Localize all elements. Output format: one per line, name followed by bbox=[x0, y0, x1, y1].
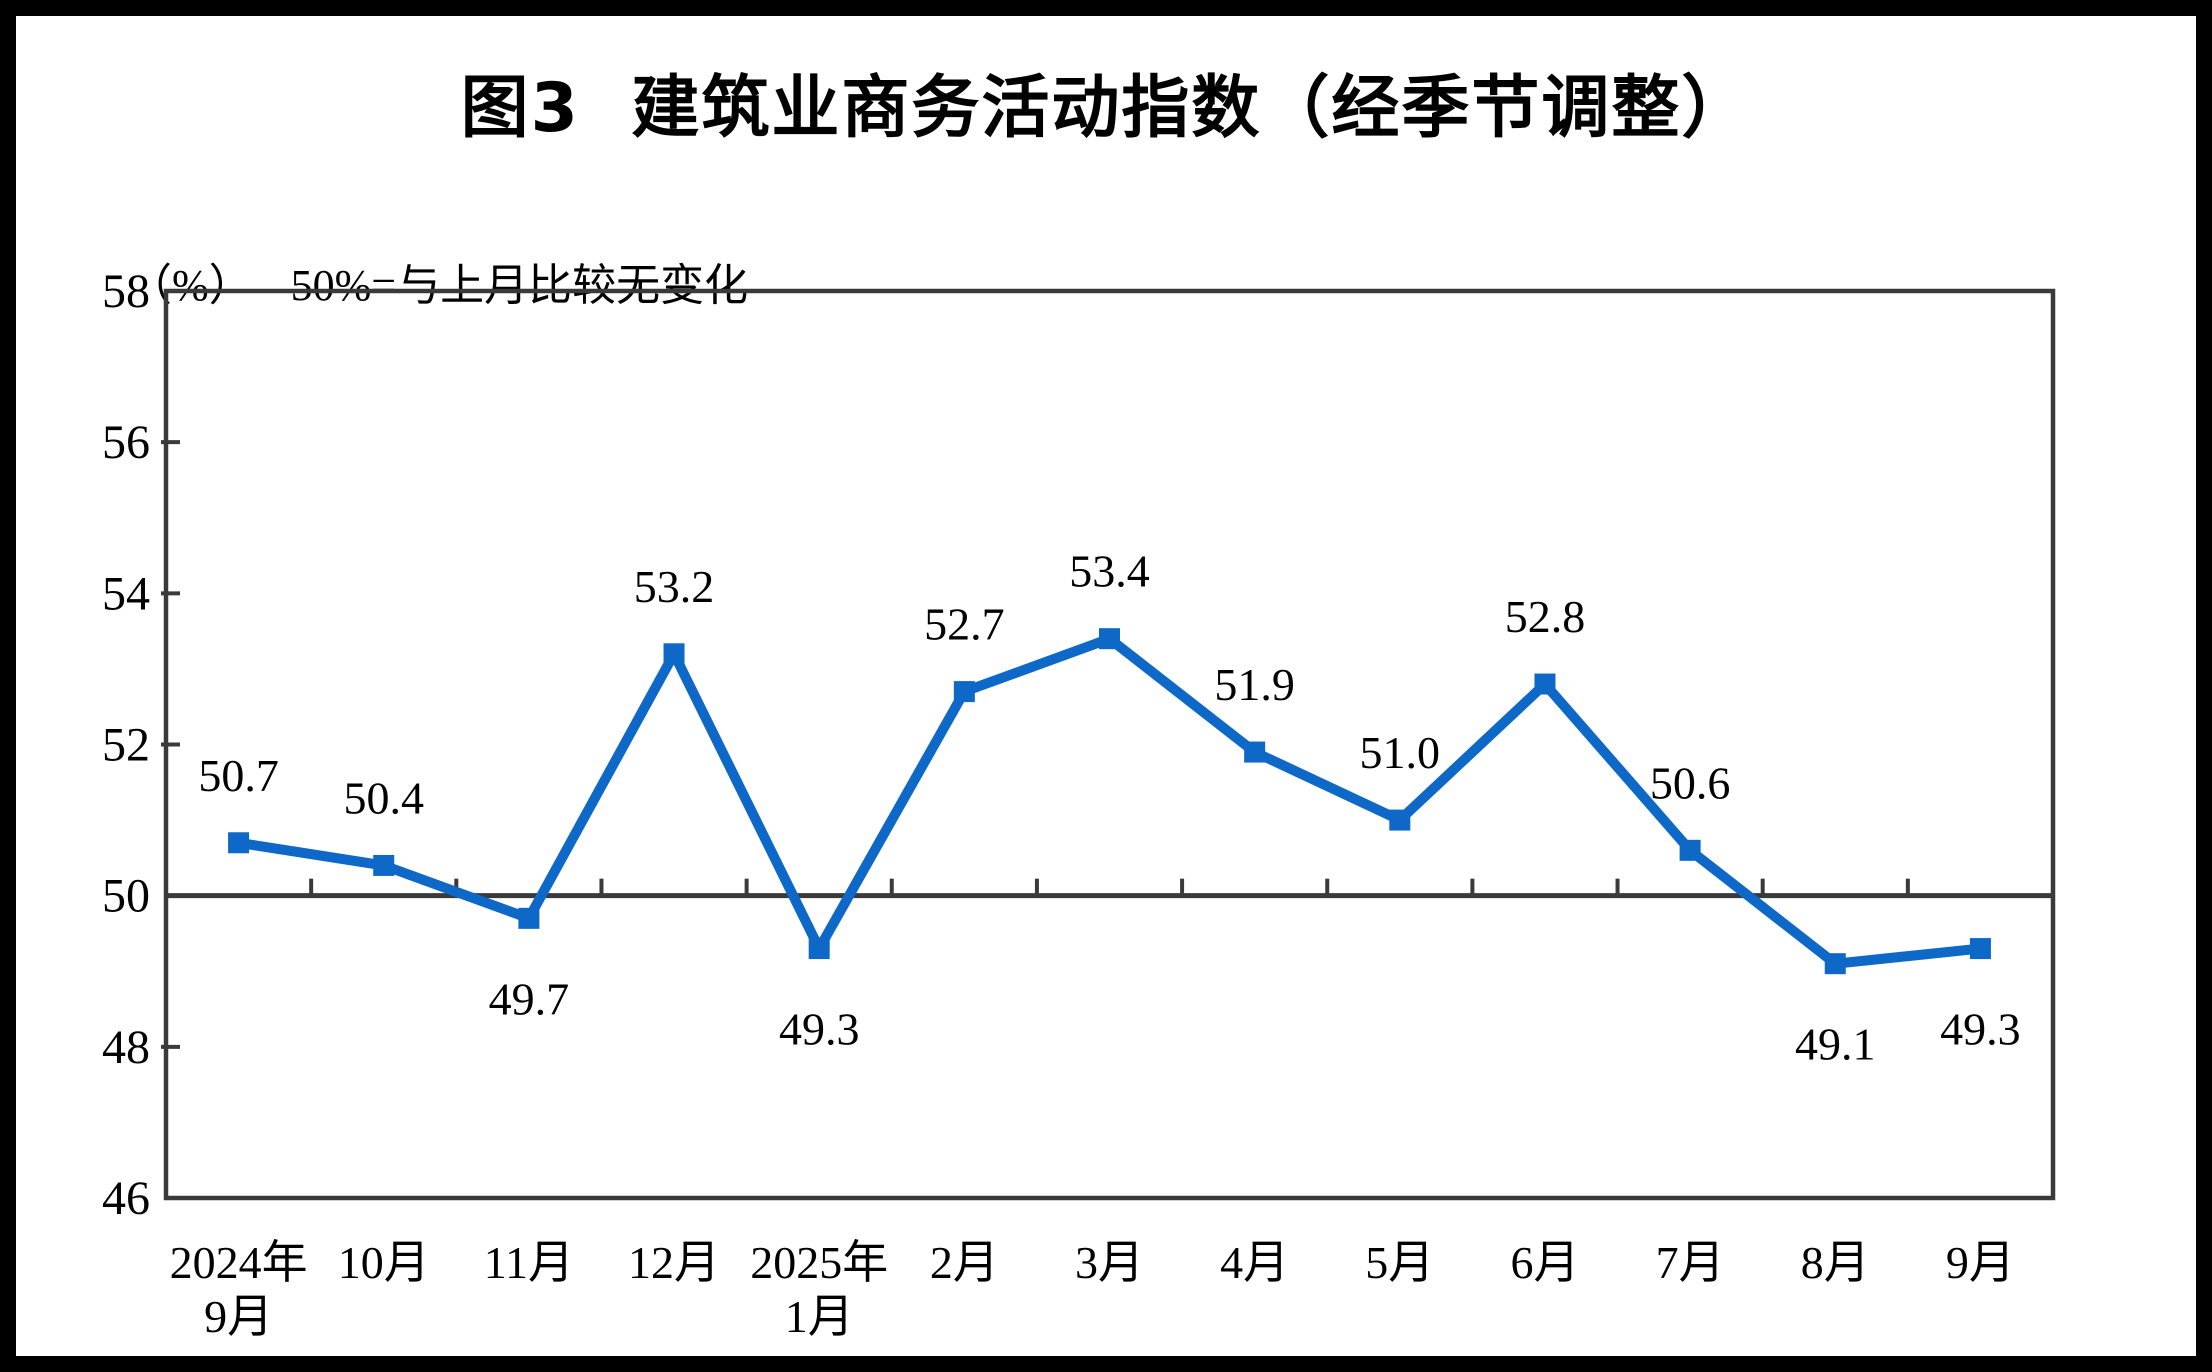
baseline-note: 50%=与上月比较无变化 bbox=[290, 261, 749, 310]
data-point-marker bbox=[1679, 839, 1701, 861]
x-axis-label: 3月 bbox=[1075, 1237, 1144, 1288]
x-axis-label: 8月 bbox=[1801, 1237, 1870, 1288]
chart-page: 图3 建筑业商务活动指数（经季节调整） （%） 50%=与上月比较无变化 46 48… bbox=[16, 16, 2196, 1356]
x-axis-label: 7月 bbox=[1656, 1237, 1725, 1288]
y-axis-tick-label: 48 bbox=[102, 1021, 150, 1074]
data-point-label: 51.0 bbox=[1360, 727, 1441, 778]
x-axis-label-line2: 1月 bbox=[785, 1291, 854, 1342]
data-point-marker bbox=[1099, 628, 1120, 650]
data-point-marker bbox=[663, 643, 685, 665]
y-axis-tick-label: 46 bbox=[102, 1172, 150, 1225]
data-point-marker bbox=[1389, 809, 1411, 831]
data-point-label: 53.4 bbox=[1069, 546, 1150, 597]
x-axis-label: 9月 bbox=[1946, 1237, 2015, 1288]
x-axis-label: 11月 bbox=[484, 1237, 574, 1288]
y-axis-tick-label: 50 bbox=[102, 870, 150, 923]
data-point-label: 50.4 bbox=[343, 772, 424, 823]
data-point-label: 52.8 bbox=[1505, 591, 1586, 642]
data-point-label: 49.3 bbox=[1940, 1004, 2021, 1055]
y-axis-tick-label: 54 bbox=[102, 567, 150, 620]
data-point-label: 53.2 bbox=[634, 561, 715, 612]
x-axis-label: 2025年 bbox=[750, 1237, 888, 1288]
data-point-marker bbox=[373, 854, 395, 876]
data-point-marker bbox=[1824, 953, 1846, 975]
data-point-marker bbox=[1244, 741, 1266, 763]
x-axis-label: 4月 bbox=[1220, 1237, 1289, 1288]
data-point-label: 49.1 bbox=[1795, 1019, 1876, 1070]
x-axis-label: 6月 bbox=[1510, 1237, 1579, 1288]
x-axis-label-line2: 9月 bbox=[204, 1291, 273, 1342]
x-axis-label: 2024年 bbox=[170, 1237, 308, 1288]
axis-subtitle-row: （%） 50%=与上月比较无变化 bbox=[62, 198, 748, 364]
x-axis-label: 12月 bbox=[628, 1237, 720, 1288]
data-point-label: 50.6 bbox=[1650, 757, 1731, 808]
y-axis-unit-label: （%） bbox=[128, 261, 253, 310]
x-axis-label: 2月 bbox=[930, 1237, 999, 1288]
y-axis-tick-label: 58 bbox=[102, 265, 150, 318]
data-point-marker bbox=[953, 681, 975, 703]
data-point-label: 49.3 bbox=[779, 1004, 860, 1055]
data-point-label: 49.7 bbox=[489, 973, 570, 1024]
data-point-marker bbox=[808, 938, 830, 960]
data-point-marker bbox=[1534, 673, 1556, 695]
y-axis-tick-label: 52 bbox=[102, 719, 150, 772]
y-axis-tick-label: 56 bbox=[102, 416, 150, 469]
x-axis-label: 10月 bbox=[338, 1237, 430, 1288]
data-point-label: 52.7 bbox=[924, 599, 1005, 650]
data-point-marker bbox=[228, 832, 250, 854]
chart-title: 图3 建筑业商务活动指数（经季节调整） bbox=[460, 69, 1752, 148]
plot-border bbox=[163, 288, 2056, 1201]
x-axis-label: 5月 bbox=[1365, 1237, 1434, 1288]
data-point-marker bbox=[1969, 938, 1991, 960]
data-point-label: 50.7 bbox=[198, 750, 279, 801]
data-point-label: 51.9 bbox=[1214, 659, 1295, 710]
data-point-marker bbox=[518, 907, 540, 929]
